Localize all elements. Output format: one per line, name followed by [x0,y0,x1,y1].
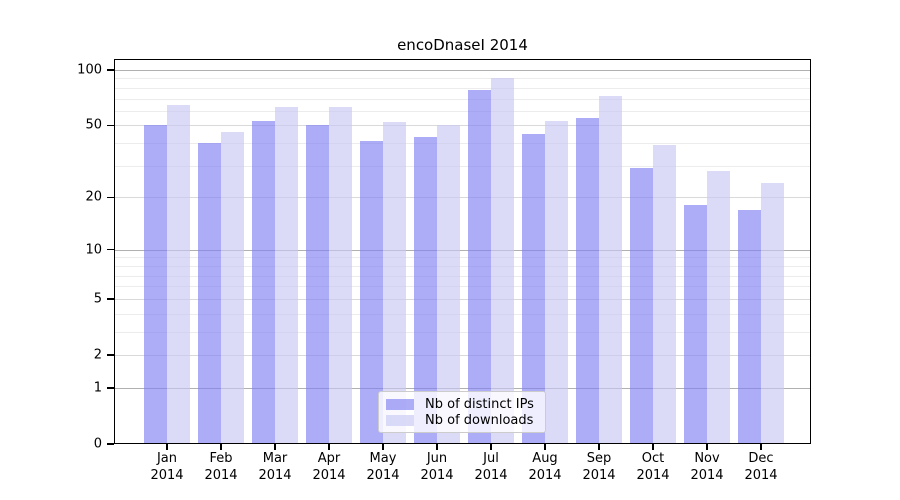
y-tick-label-10: 10 [85,242,102,258]
gridline-minor-9 [114,257,811,259]
gridline-minor-8 [114,265,811,267]
bar-distinct-ips-jan [144,125,167,444]
y-axis-tick-20 [107,196,114,198]
bar-downloads-jun [437,125,460,444]
x-tick-label-jun: Jun 2014 [420,451,454,483]
gridline-minor-70 [114,98,811,100]
y-axis-tick-100 [107,69,114,71]
gridline-medium-5 [114,298,811,300]
y-tick-label-0: 0 [93,436,102,452]
x-axis-tick-aug [544,444,546,450]
legend-label-downloads: Nb of downloads [425,412,534,428]
bar-distinct-ips-oct [630,168,653,444]
x-tick-label-dec: Dec 2014 [744,451,778,483]
y-tick-label-50: 50 [85,117,102,133]
bar-downloads-nov [707,171,730,444]
x-axis-tick-jun [436,444,438,450]
x-axis-tick-nov [706,444,708,450]
gridline-minor-60 [114,110,811,112]
x-axis-tick-dec [760,444,762,450]
bar-distinct-ips-jun [414,137,437,444]
bar-downloads-aug [545,120,568,444]
bar-distinct-ips-feb [198,143,221,444]
legend-entry-downloads: Nb of downloads [386,412,537,428]
bar-distinct-ips-may [360,141,383,444]
bar-distinct-ips-apr [306,125,329,444]
bar-downloads-oct [653,145,676,444]
y-axis-tick-50 [107,124,114,127]
chart-title: encoDnaseI 2014 [397,36,528,54]
y-axis-tick-2 [107,354,114,356]
y-axis-tick-0 [107,443,114,445]
x-tick-label-mar: Mar 2014 [258,451,292,483]
plot-area: Nb of distinct IPs Nb of downloads 100 50… [77,59,811,483]
y-tick-label-1: 1 [93,380,102,396]
gridline-medium-50 [114,125,811,127]
x-tick-label-apr: Apr 2014 [312,451,346,483]
gridline-minor-6 [114,286,811,288]
bar-downloads-jan [167,104,190,444]
y-axis-tick-5 [107,298,114,300]
gridline-minor-90 [114,78,811,80]
y-tick-label-20: 20 [85,189,102,205]
x-tick-label-jul: Jul 2014 [474,451,508,483]
bar-downloads-dec [761,183,784,444]
legend: Nb of distinct IPs Nb of downloads [378,391,546,433]
x-tick-label-nov: Nov 2014 [690,451,724,483]
y-tick-label-100: 100 [77,62,102,78]
bar-distinct-ips-dec [738,209,761,444]
bar-distinct-ips-mar [252,120,275,444]
gridline-major-1 [114,387,811,389]
gridline-minor-4 [114,313,811,315]
gridline-major-100 [114,70,811,71]
legend-swatch-downloads [386,414,414,426]
x-tick-label-oct: Oct 2014 [636,451,670,483]
gridline-major-10 [114,249,811,251]
x-tick-label-may: May 2014 [366,451,400,483]
bar-distinct-ips-aug [522,133,545,444]
x-axis-tick-jul [490,444,492,450]
bar-downloads-sep [599,96,622,444]
x-axis-tick-jan [166,444,168,450]
gridline-minor-40 [114,143,811,145]
x-tick-label-feb: Feb 2014 [204,451,238,483]
gridline-minor-30 [114,165,811,167]
x-axis-tick-oct [652,444,654,450]
bar-downloads-apr [329,107,352,444]
bar-distinct-ips-sep [576,117,599,444]
x-axis-tick-sep [598,444,600,450]
bar-distinct-ips-jul [468,89,491,444]
x-tick-label-sep: Sep 2014 [582,451,616,483]
x-tick-label-aug: Aug 2014 [528,451,562,483]
gridline-minor-7 [114,275,811,277]
gridline-medium-2 [114,355,811,356]
legend-entry-distinct-ips: Nb of distinct IPs [386,396,537,412]
y-tick-label-2: 2 [93,347,102,363]
gridline-minor-80 [114,87,811,89]
y-tick-label-5: 5 [93,291,102,307]
bar-downloads-jul [491,77,514,444]
x-axis-tick-feb [220,444,222,450]
y-axis-tick-10 [107,248,114,251]
legend-swatch-distinct-ips [386,398,414,410]
x-axis-tick-apr [328,444,330,450]
bar-downloads-mar [275,107,298,444]
bar-downloads-may [383,122,406,444]
bar-downloads-feb [221,132,244,444]
x-axis-tick-mar [274,444,276,450]
x-axis-tick-may [382,444,384,450]
x-tick-label-jan: Jan 2014 [150,451,184,483]
legend-label-distinct-ips: Nb of distinct IPs [425,396,534,412]
gridline-minor-3 [114,331,811,333]
bar-distinct-ips-nov [684,205,707,444]
gridline-medium-20 [114,197,811,199]
y-axis-tick-1 [107,387,114,389]
